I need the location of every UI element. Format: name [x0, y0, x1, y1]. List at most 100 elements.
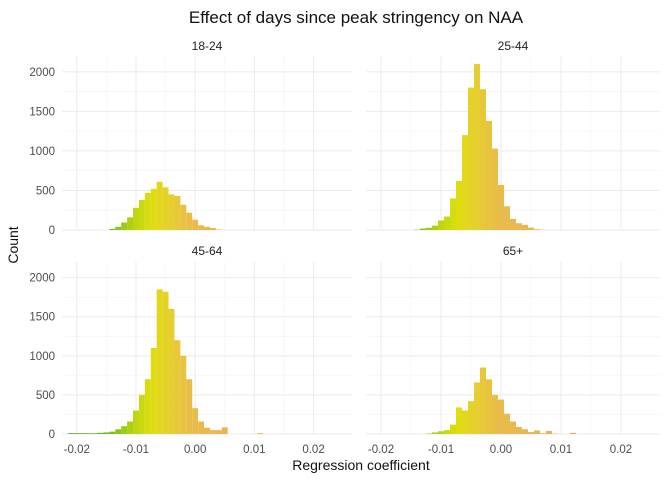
histogram-bar: [192, 219, 199, 230]
histogram-bar: [162, 291, 169, 434]
histogram-bar: [198, 421, 205, 434]
facet-strip-label: 45-64: [192, 244, 223, 258]
y-tick-label: 500: [36, 390, 55, 402]
facet-panel-45-64: 45-64 0 500 1000 1500 2000 -0.02 -0.01 0.00 0.01 0…: [29, 244, 352, 456]
x-tick-label: -0.02: [64, 444, 90, 456]
histogram-bar: [540, 433, 546, 434]
histogram-bar: [168, 194, 175, 230]
histogram-bar: [468, 401, 474, 434]
histogram-bar: [510, 218, 516, 230]
y-tick-label: 1000: [29, 351, 55, 363]
histogram-bar: [498, 399, 504, 434]
histogram-bar: [133, 410, 139, 434]
histogram-bar: [570, 432, 576, 434]
histogram-bar: [168, 308, 175, 434]
x-tick-label: 0.02: [610, 444, 632, 456]
histogram-bar: [257, 433, 264, 434]
histogram-bar: [73, 433, 80, 434]
x-tick-label: -0.02: [368, 444, 394, 456]
histogram-bar: [504, 413, 510, 434]
y-tick-label: 0: [49, 225, 55, 237]
chart-title: Effect of days since peak stringency on …: [189, 8, 524, 27]
x-tick-label: 0.01: [243, 444, 265, 456]
histogram-bar: [174, 195, 181, 230]
histogram-bar: [133, 207, 139, 230]
histogram-bar: [510, 421, 516, 434]
histogram-bar: [516, 223, 522, 230]
histogram-bar: [162, 187, 169, 230]
histogram-bar: [546, 430, 552, 434]
x-tick-label: 0.02: [302, 444, 324, 456]
histogram-bar: [498, 184, 504, 230]
histogram-bar: [444, 430, 450, 434]
histogram-bar: [462, 135, 468, 230]
x-tick-label: 0.01: [550, 444, 572, 456]
histogram-bar: [522, 224, 528, 230]
histogram-bar: [174, 340, 181, 434]
x-tick-label: -0.01: [123, 444, 149, 456]
histogram-bar: [209, 430, 216, 434]
facet-strip-label: 25-44: [498, 39, 529, 53]
y-tick-label: 1500: [29, 106, 55, 118]
y-tick-label: 1000: [29, 146, 55, 158]
histogram-bar: [528, 227, 534, 230]
histogram-bar: [186, 379, 193, 434]
y-tick-label: 2000: [29, 67, 55, 79]
histogram-bar: [504, 206, 510, 230]
histogram-bar: [97, 432, 104, 434]
histogram-bar: [474, 382, 480, 434]
histogram-bar: [492, 394, 498, 434]
histogram-bar: [516, 426, 522, 434]
histogram-bar: [204, 427, 210, 434]
histogram-bar: [438, 431, 444, 434]
histogram-bar: [109, 431, 116, 434]
histogram-bar: [486, 120, 492, 230]
histogram-bar: [209, 228, 216, 230]
facet-panel-18-24: 18-24 0 500 1000 1500 2000: [29, 39, 352, 237]
histogram-bar: [85, 433, 92, 434]
histogram-bar: [420, 228, 426, 230]
histogram-bar: [450, 424, 456, 434]
histogram-bar: [221, 427, 228, 434]
y-tick-label: 500: [36, 185, 55, 197]
x-tick-label: -0.01: [428, 444, 454, 456]
facet-panel-25-44: 25-44: [366, 39, 660, 231]
histogram-bar: [522, 429, 528, 434]
y-tick-label: 2000: [29, 273, 55, 285]
histogram-bar: [115, 429, 122, 434]
facet-panel-65+: 65+ -0.02 -0.01 0.00 0.01 0.02: [366, 244, 660, 456]
y-tick-label: 0: [49, 429, 55, 441]
histogram-bar: [456, 180, 462, 230]
histogram-bar: [468, 87, 474, 231]
facet-strip-label: 65+: [503, 244, 523, 258]
histogram-bar: [432, 432, 438, 434]
histogram-bar: [215, 430, 222, 434]
histogram-bar: [121, 222, 128, 230]
histogram-bar: [198, 225, 205, 230]
histogram-bar: [79, 433, 86, 434]
histogram-bar: [474, 63, 480, 231]
histogram-bar: [180, 355, 187, 434]
histogram-bar: [492, 148, 498, 230]
histogram-bar: [156, 181, 163, 230]
histogram-bar: [150, 348, 157, 434]
histogram-bar: [462, 410, 468, 434]
histogram-bar: [156, 289, 163, 434]
histogram-bar: [480, 89, 486, 230]
histogram-bar: [534, 229, 540, 230]
histogram-bar: [438, 220, 444, 230]
histogram-bar: [115, 226, 122, 230]
histogram-bar: [138, 394, 145, 434]
histogram-bar: [192, 408, 199, 434]
histogram-bar: [150, 188, 157, 230]
histogram-bar: [186, 212, 193, 230]
x-tick-label: 0.00: [184, 444, 206, 456]
histogram-bar: [109, 228, 116, 230]
histogram-bar: [450, 198, 456, 230]
y-axis-title: Count: [5, 226, 21, 263]
facet-panels: 18-24050010001500200025-4445-64050010001…: [29, 39, 660, 456]
histogram-bar: [426, 227, 432, 230]
histogram-bar: [486, 379, 492, 434]
histogram-bar: [534, 430, 540, 434]
